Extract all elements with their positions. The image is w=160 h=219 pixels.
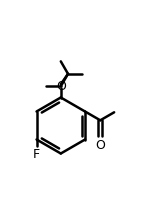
Text: F: F: [33, 148, 40, 161]
Text: O: O: [95, 139, 105, 152]
Text: O: O: [56, 80, 66, 93]
